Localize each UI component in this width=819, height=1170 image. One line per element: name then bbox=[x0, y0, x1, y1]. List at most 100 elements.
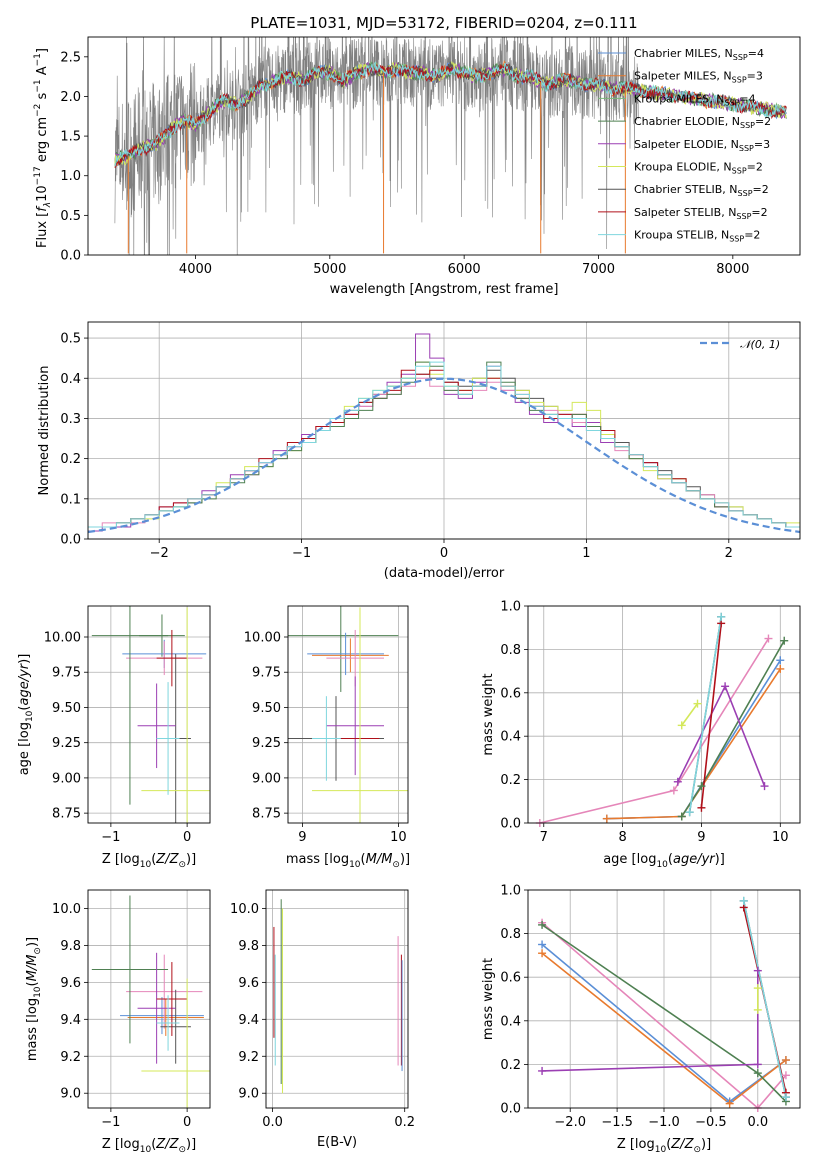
legend-label-main: Kroupa STELIB, N bbox=[634, 229, 729, 242]
y-tick-label: 0.2 bbox=[500, 773, 521, 788]
y-tick-label: 8.75 bbox=[52, 807, 81, 822]
x-axis-label-part: Z/Z bbox=[155, 1137, 179, 1152]
legend-label-sub: SSP bbox=[736, 212, 751, 221]
y-tick-label: 9.8 bbox=[238, 939, 259, 954]
x-tick-label: 0.2 bbox=[394, 1115, 415, 1130]
y-tick-label: 0.3 bbox=[60, 412, 81, 427]
legend-label: Kroupa MILES, NSSP=4 bbox=[634, 92, 756, 107]
y-axis-label-part: −1 bbox=[33, 79, 43, 92]
y-tick-label: 1.5 bbox=[60, 130, 81, 145]
x-axis-label-part: 10 bbox=[140, 1145, 152, 1155]
x-tick-label: 0 bbox=[183, 1115, 191, 1130]
x-axis-label-part: M/M bbox=[366, 852, 393, 867]
y-tick-label: 0.0 bbox=[60, 249, 81, 264]
y-tick-label: 0.0 bbox=[500, 817, 521, 832]
weight-line-5 bbox=[681, 703, 699, 726]
legend-label: Chabrier ELODIE, NSSP=2 bbox=[634, 115, 771, 130]
y-tick-label: 0.1 bbox=[60, 492, 81, 507]
y-tick-label: 0.4 bbox=[500, 1014, 521, 1029]
axes-frame bbox=[265, 889, 409, 1109]
legend-label-suffix: =4 bbox=[739, 92, 755, 105]
y-axis-label-part: A bbox=[35, 66, 50, 79]
x-tick-label: −1 bbox=[101, 830, 120, 845]
legend-label-main: Kroupa MILES, N bbox=[634, 92, 724, 105]
y-tick-label: 0.8 bbox=[500, 927, 521, 942]
weight-line-0 bbox=[541, 922, 787, 1108]
x-axis-label-part: ( bbox=[668, 852, 673, 867]
y-axis-label-part: 10 bbox=[35, 185, 50, 202]
legend-label-main: Kroupa ELODIE, N bbox=[634, 161, 732, 174]
y-tick-label: 1.0 bbox=[500, 884, 521, 899]
x-axis-label-part: )] bbox=[715, 852, 725, 867]
y-tick-label: 9.00 bbox=[52, 771, 81, 786]
x-axis-label-part: ( bbox=[666, 1137, 671, 1152]
x-axis-label: age [log10(age/yr)] bbox=[603, 852, 725, 870]
x-axis-label-part: )] bbox=[701, 1137, 711, 1152]
legend-label-normal: 𝒩(0, 1) bbox=[740, 338, 780, 351]
y-tick-label: 10.0 bbox=[230, 902, 259, 917]
y-axis-label-part: age/yr bbox=[17, 662, 32, 705]
plot-area-age-vs-mass bbox=[288, 606, 408, 823]
legend-label: Chabrier MILES, NSSP=4 bbox=[634, 47, 764, 62]
legend-label: Salpeter STELIB, NSSP=2 bbox=[634, 206, 768, 221]
y-tick-label: 1.0 bbox=[60, 169, 81, 184]
x-tick-label: −1.5 bbox=[601, 1115, 633, 1130]
y-tick-label: 0.4 bbox=[60, 372, 81, 387]
y-tick-label: 9.2 bbox=[60, 1050, 81, 1065]
y-tick-label: 0.4 bbox=[500, 730, 521, 745]
legend-label-sub: SSP bbox=[732, 167, 747, 176]
x-tick-label: 10 bbox=[772, 830, 789, 845]
y-tick-label: 9.6 bbox=[60, 976, 81, 991]
legend-label: Salpeter MILES, NSSP=3 bbox=[634, 70, 763, 85]
y-tick-label: 0.8 bbox=[500, 643, 521, 658]
x-tick-label: 4000 bbox=[179, 262, 212, 277]
panel-residuals: −2 −1 0 1 2 0.0 0.1 0.2 0.3 0.4 0.5 (data-model)/er… bbox=[37, 321, 801, 581]
x-tick-label: −2.0 bbox=[554, 1115, 586, 1130]
legend-label-sub: SSP bbox=[729, 235, 744, 244]
y-axis-label-part: ( bbox=[25, 981, 40, 986]
axes-frame bbox=[87, 321, 801, 540]
x-tick-label: 5000 bbox=[313, 262, 346, 277]
y-axis-label-part: 10 bbox=[33, 986, 43, 998]
y-axis-label: Flux [fλ10−17 erg cm−2 s−1 A−1] bbox=[33, 48, 53, 248]
x-axis-label-part: 10 bbox=[655, 1145, 667, 1155]
y-axis-label-part: erg cm bbox=[35, 117, 50, 166]
y-tick-label: 0.5 bbox=[60, 209, 81, 224]
legend-label-suffix: =3 bbox=[747, 70, 763, 83]
plots-layer: 4000 5000 6000 7000 80000.00.51.01.52.02.5PL… bbox=[17, 14, 801, 1155]
x-axis-label-part: )] bbox=[186, 852, 196, 867]
x-axis-label-part: Z [log bbox=[102, 1137, 140, 1152]
axes-frame bbox=[287, 605, 409, 824]
weight-line-7 bbox=[700, 623, 722, 808]
x-axis-label-part: )] bbox=[186, 1137, 196, 1152]
x-tick-label: 7 bbox=[540, 830, 548, 845]
legend-label-main: Chabrier MILES, N bbox=[634, 47, 733, 60]
x-axis-label: mass [log10(M/M⊙)] bbox=[286, 852, 410, 870]
y-tick-label: 2.5 bbox=[60, 50, 81, 65]
y-tick-label: 9.8 bbox=[60, 939, 81, 954]
x-axis-label-part: ⊙ bbox=[693, 1145, 701, 1155]
y-axis-label-part: 10 bbox=[25, 710, 35, 722]
y-axis-label-part: age [log bbox=[17, 722, 32, 775]
y-axis-label-part: −1 bbox=[33, 53, 43, 66]
y-tick-label: 10.0 bbox=[52, 902, 81, 917]
legend-label-suffix: =2 bbox=[744, 229, 760, 242]
y-axis-label: mass weight bbox=[481, 673, 496, 755]
y-axis-label-part: −2 bbox=[33, 104, 43, 117]
model-line-sa_stelib bbox=[114, 64, 787, 169]
x-tick-label: −1 bbox=[292, 546, 311, 561]
y-tick-label: 0.2 bbox=[60, 452, 81, 467]
y-axis-label-part: f bbox=[35, 205, 50, 212]
x-tick-label: −2 bbox=[150, 546, 169, 561]
x-axis-label-part: age [log bbox=[603, 852, 656, 867]
y-tick-label: 0.0 bbox=[60, 533, 81, 548]
plot-area-residuals bbox=[88, 333, 800, 539]
x-axis-label: wavelength [Angstrom, rest frame] bbox=[330, 282, 559, 297]
y-axis-label-part: ( bbox=[17, 706, 32, 711]
x-tick-label: −0.5 bbox=[695, 1115, 727, 1130]
x-tick-label: 2 bbox=[725, 546, 733, 561]
x-tick-label: −1.0 bbox=[648, 1115, 680, 1130]
